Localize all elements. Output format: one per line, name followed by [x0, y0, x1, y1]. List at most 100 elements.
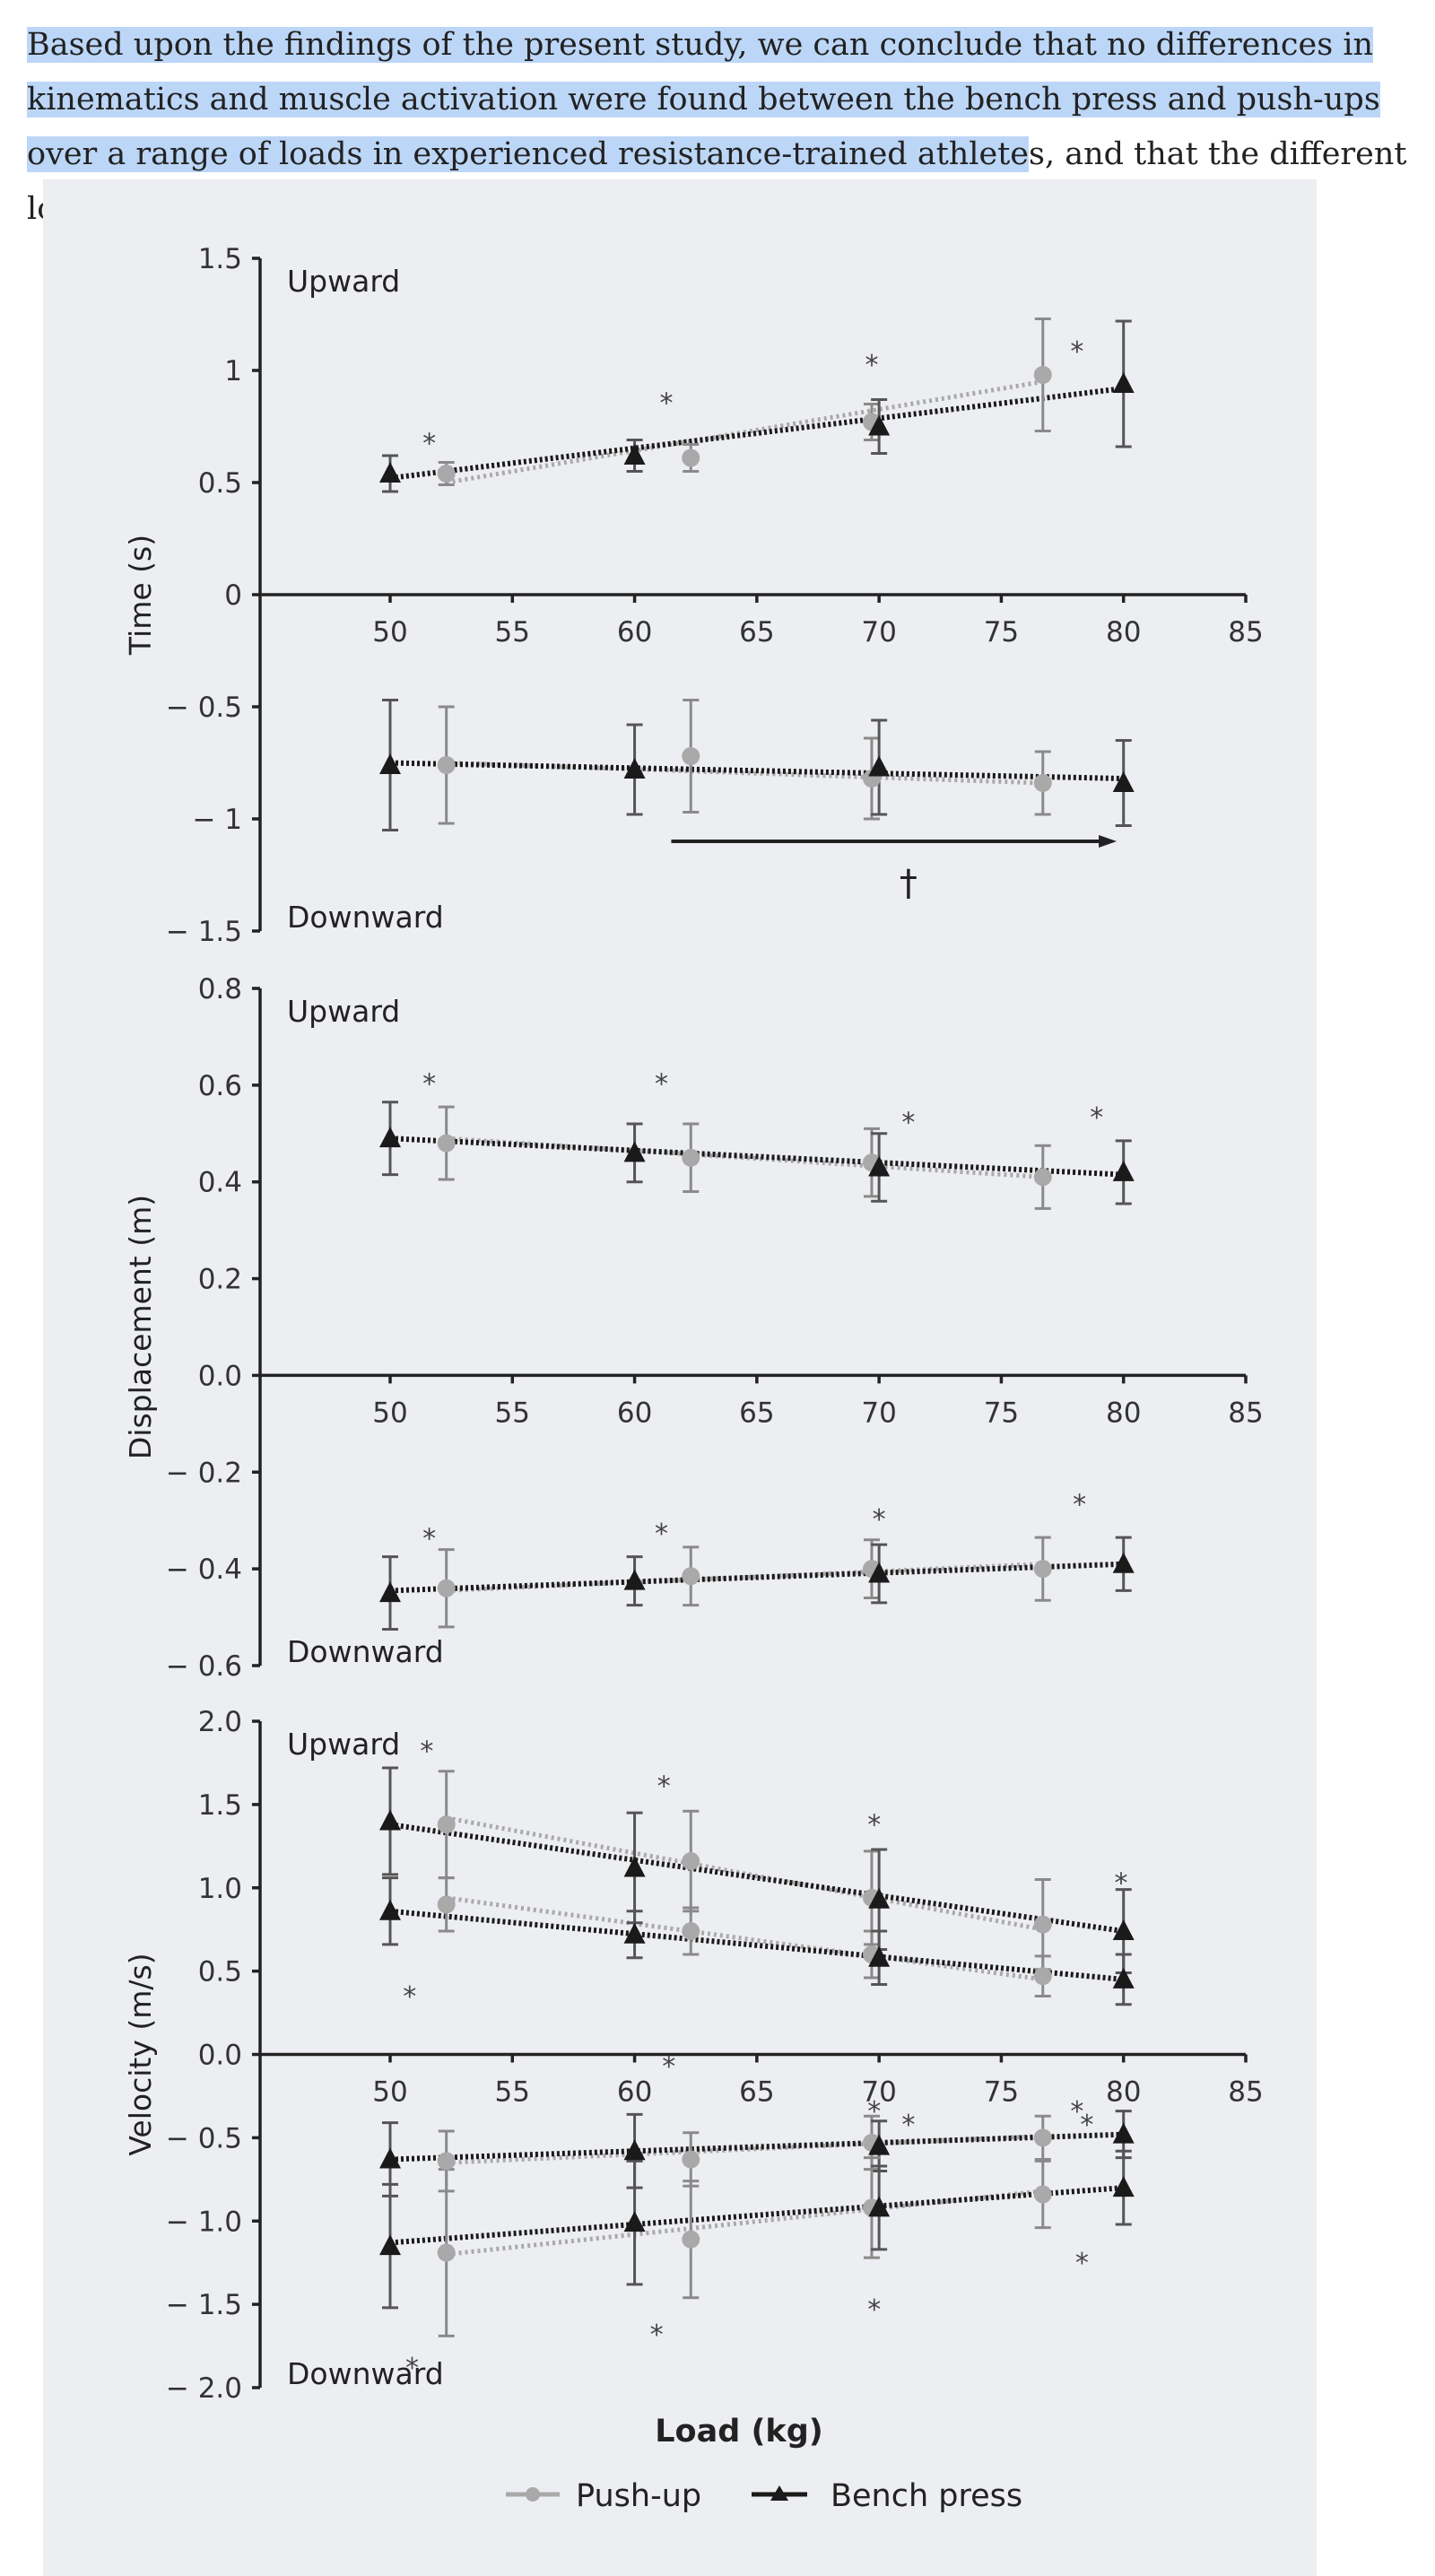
- downward-label: Downward: [287, 900, 444, 935]
- significance-star: *: [1075, 2248, 1089, 2279]
- bench-press-point: [379, 2147, 401, 2169]
- significance-star: *: [1090, 1102, 1103, 1134]
- pushup-trend-line: [446, 1136, 1043, 1179]
- x-tick-label: 75: [984, 1397, 1019, 1429]
- push-up-point: [1033, 2128, 1052, 2147]
- x-tick-label: 75: [984, 2076, 1019, 2109]
- significance-star: *: [662, 2051, 675, 2083]
- y-tick-label: − 0.5: [166, 692, 242, 724]
- bench-trend-line: [389, 2131, 1124, 2163]
- pushup-trend-line: [446, 761, 1043, 786]
- bench-press-point: [868, 1887, 891, 1909]
- x-tick-label: 50: [372, 2076, 407, 2109]
- highlighted-text[interactable]: Based upon the findings of the present s…: [27, 27, 1380, 172]
- pushup-trend-line: [446, 1895, 1044, 1982]
- bench-press-point: [623, 758, 646, 779]
- upward-label: Upward: [287, 994, 400, 1029]
- dagger-symbol: †: [900, 863, 918, 904]
- y-tick-label: 0.4: [198, 1167, 242, 1199]
- x-tick-label: 60: [617, 1397, 652, 1429]
- trend-arrow-head: [1099, 835, 1118, 848]
- x-tick-label: 50: [372, 616, 407, 648]
- significance-star: *: [660, 388, 674, 420]
- significance-star: *: [657, 1771, 671, 1803]
- x-tick-label: 85: [1228, 616, 1263, 648]
- time-panel: 1.5 1 0.5 0 − 0.5 − 1 − 1.5 50 55 60 65 70 75 80 85 Upw…: [123, 243, 1264, 948]
- bench-press-point: [868, 1945, 891, 1967]
- significance-star: *: [650, 2319, 664, 2351]
- y-tick-label: 1.5: [198, 1789, 242, 1822]
- y-tick-label: 0.2: [198, 1264, 242, 1296]
- bench-press-point: [623, 1141, 646, 1162]
- pushup-trend-line: [446, 2189, 1044, 2257]
- legend-bench-label: Bench press: [831, 2478, 1022, 2514]
- bench-press-point: [1112, 2122, 1135, 2144]
- push-up-point: [437, 1895, 456, 1914]
- y-tick-label: 1: [224, 355, 242, 387]
- push-up-point: [682, 2150, 700, 2169]
- x-tick-label: 75: [984, 616, 1019, 648]
- bench-press-point: [379, 753, 401, 774]
- bench-press-point: [868, 2196, 891, 2217]
- y-axis-label: Time (s): [123, 535, 158, 656]
- y-tick-label: − 1.5: [166, 2289, 242, 2321]
- y-tick-label: 0.5: [198, 467, 242, 500]
- legend-pushup-marker: [526, 2487, 540, 2502]
- legend-bench-marker: [770, 2485, 788, 2501]
- bench-press-point: [379, 2234, 401, 2256]
- y-tick-label: − 1.0: [166, 2206, 242, 2238]
- push-up-point: [1033, 2185, 1052, 2204]
- push-up-point: [682, 747, 700, 765]
- push-up-point: [1033, 774, 1052, 792]
- x-axis-title: Load (kg): [655, 2414, 823, 2450]
- y-tick-label: 2.0: [198, 1706, 242, 1738]
- significance-star: *: [867, 1809, 881, 1841]
- push-up-point: [1033, 366, 1052, 384]
- bench-press-point: [1112, 1552, 1135, 1573]
- x-tick-label: 60: [617, 2076, 652, 2109]
- legend: Push-up Bench press: [506, 2478, 1022, 2514]
- push-up-point: [437, 2243, 456, 2262]
- push-up-point: [437, 2152, 456, 2171]
- x-tick-label: 65: [739, 1397, 774, 1429]
- bench-press-point: [1112, 372, 1135, 393]
- push-up-point: [437, 465, 456, 483]
- bench-press-point: [1112, 1967, 1135, 1989]
- bench-press-point: [868, 1155, 891, 1177]
- pushup-trend-line: [446, 1562, 1043, 1593]
- bench-press-point: [623, 1856, 646, 1877]
- significance-star: *: [865, 350, 878, 381]
- bench-press-point: [379, 1581, 401, 1603]
- push-up-point: [1033, 1168, 1052, 1187]
- x-tick-label: 85: [1228, 2076, 1263, 2109]
- y-tick-label: − 0.6: [166, 1650, 242, 1683]
- y-tick-label: 0.0: [198, 1360, 242, 1392]
- bench-press-point: [623, 2139, 646, 2161]
- x-tick-label: 80: [1106, 2076, 1141, 2109]
- bench-press-point: [868, 414, 891, 436]
- pushup-trend-line: [446, 1815, 1044, 1932]
- bench-press-point: [379, 1899, 401, 1920]
- push-up-point: [682, 448, 700, 467]
- push-up-point: [682, 1148, 700, 1167]
- significance-star: *: [422, 1523, 436, 1554]
- bench-press-point: [1112, 1160, 1135, 1181]
- y-tick-label: − 2.0: [166, 2372, 242, 2405]
- significance-star: *: [1114, 1867, 1127, 1899]
- y-tick-label: 0.0: [198, 2040, 242, 2072]
- x-tick-label: 55: [495, 1397, 530, 1429]
- significance-star: *: [422, 429, 436, 460]
- y-tick-label: − 1.5: [166, 916, 242, 948]
- y-tick-label: 0.6: [198, 1070, 242, 1102]
- bench-press-point: [1112, 2176, 1135, 2197]
- significance-star: *: [1070, 336, 1083, 368]
- y-axis-label: Velocity (m/s): [123, 1953, 158, 2155]
- significance-star: *: [1080, 2110, 1093, 2141]
- significance-star: *: [1073, 1490, 1086, 1521]
- push-up-point: [1033, 1915, 1052, 1934]
- bench-press-point: [379, 462, 401, 483]
- bench-press-point: [379, 1809, 401, 1831]
- significance-star: *: [655, 1519, 668, 1550]
- bench-press-point: [868, 2134, 891, 2155]
- x-tick-label: 80: [1106, 1397, 1141, 1429]
